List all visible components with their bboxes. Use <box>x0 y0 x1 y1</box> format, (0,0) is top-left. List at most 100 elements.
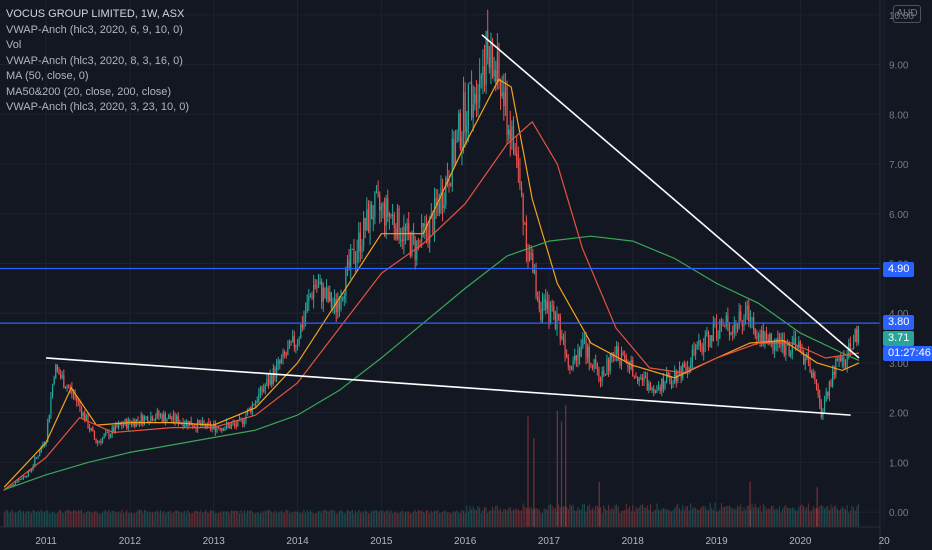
volume-bar <box>592 508 593 527</box>
indicator-ma-50-200[interactable]: MA50&200 (20, close, 200, close) <box>6 85 189 101</box>
volume-bar <box>637 509 638 527</box>
indicator-vwap-3[interactable]: VWAP-Anch (hlc3, 2020, 3, 23, 10, 0) <box>6 100 189 116</box>
volume-bar <box>703 506 704 527</box>
volume-bar <box>437 510 438 527</box>
candle-body <box>66 387 67 389</box>
candle-body <box>730 332 731 335</box>
volume-bar <box>800 506 801 527</box>
candle-body <box>652 388 653 390</box>
volume-bar <box>558 505 559 527</box>
candle-body <box>838 357 839 361</box>
volume-bar <box>737 505 738 527</box>
volume-bar <box>439 513 440 527</box>
candle-body <box>137 419 138 421</box>
candle-body <box>661 379 662 391</box>
candle-body <box>653 388 654 390</box>
volume-bar <box>702 506 703 527</box>
indicator-ma-50[interactable]: MA (50, close, 0) <box>6 69 189 85</box>
candle-body <box>374 193 375 218</box>
candle-body <box>397 208 398 239</box>
volume-bar <box>855 511 856 527</box>
volume-bar <box>644 507 645 527</box>
candle-body <box>236 425 237 427</box>
volume-bar <box>332 510 333 527</box>
volume-bar <box>216 513 217 527</box>
indicator-vwap-2[interactable]: VWAP-Anch (hlc3, 2020, 8, 3, 16, 0) <box>6 54 189 70</box>
candle-body <box>439 204 440 213</box>
y-tick-label: 8.00 <box>889 110 909 121</box>
volume-bar <box>574 511 575 527</box>
candle-body <box>584 339 585 340</box>
candle-body <box>761 331 762 342</box>
volume-bar <box>444 511 445 527</box>
symbol-title[interactable]: VOCUS GROUP LIMITED, 1W, ASX <box>6 7 189 23</box>
candle-body <box>319 281 320 284</box>
currency-badge[interactable]: AUD <box>893 5 921 23</box>
candle-body <box>444 205 445 208</box>
indicator-vwap-1[interactable]: VWAP-Anch (hlc3, 2020, 6, 9, 10, 0) <box>6 23 189 39</box>
candle-body <box>65 388 66 389</box>
volume-bar <box>682 505 683 527</box>
candle-body <box>647 378 648 390</box>
indicator-volume[interactable]: Vol <box>6 38 189 54</box>
candle-body <box>255 402 256 406</box>
volume-bar <box>740 504 741 527</box>
volume-bar <box>268 510 269 527</box>
volume-bar <box>569 504 570 527</box>
volume-bar <box>539 509 540 527</box>
volume-bar <box>727 506 728 527</box>
volume-bar <box>207 512 208 527</box>
candle-body <box>722 324 723 325</box>
volume-bar <box>536 508 537 527</box>
volume-bar <box>471 510 472 527</box>
candle-body <box>16 482 17 483</box>
candle-body <box>734 324 735 333</box>
volume-bar <box>241 510 242 527</box>
candle-body <box>78 401 79 402</box>
volume-bar <box>394 512 395 527</box>
volume-bar <box>426 510 427 527</box>
volume-bar <box>858 504 859 527</box>
volume-bar <box>399 513 400 527</box>
candle-body <box>434 198 435 234</box>
candle-body <box>357 251 358 261</box>
candle-body <box>797 347 798 348</box>
volume-spike <box>749 482 750 527</box>
candle-body <box>801 350 802 352</box>
candle-body <box>95 438 96 443</box>
candle-body <box>157 411 158 417</box>
volume-bar <box>213 511 214 527</box>
candle-body <box>366 209 367 230</box>
candle-body <box>814 373 815 380</box>
candle-body <box>162 415 163 421</box>
volume-bar <box>278 512 279 527</box>
volume-bar <box>363 513 364 527</box>
volume-bar <box>457 510 458 527</box>
volume-bar <box>336 514 337 527</box>
candle-body <box>701 346 702 353</box>
volume-bar <box>835 506 836 527</box>
x-tick-label: 2018 <box>622 536 645 547</box>
volume-bar <box>168 512 169 527</box>
volume-bar <box>642 504 643 527</box>
candle-body <box>171 419 172 420</box>
volume-bar <box>342 512 343 527</box>
volume-bar <box>731 507 732 527</box>
candle-body <box>608 359 609 371</box>
volume-bar <box>761 512 762 527</box>
candle-body <box>294 336 295 347</box>
candle-body <box>845 366 846 367</box>
candle-body <box>729 324 730 335</box>
candle-body <box>20 479 21 480</box>
candle-body <box>83 412 84 416</box>
volume-bar <box>28 512 29 527</box>
candle-body <box>726 315 727 326</box>
volume-bar <box>760 505 761 527</box>
candle-body <box>29 471 30 472</box>
volume-bar <box>694 507 695 527</box>
candle-body <box>91 428 92 430</box>
candle-body <box>569 366 570 369</box>
level-tag-low: 3.80 <box>883 315 914 330</box>
candle-body <box>602 371 603 381</box>
volume-bar <box>645 508 646 527</box>
